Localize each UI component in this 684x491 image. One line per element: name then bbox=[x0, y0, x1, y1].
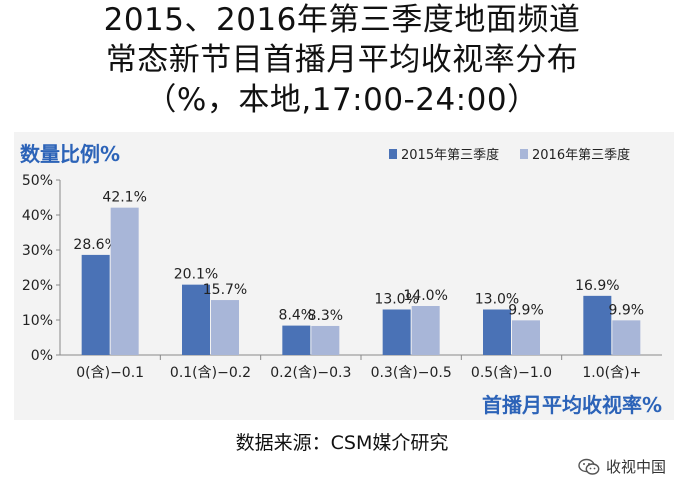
bar-2015 bbox=[382, 309, 411, 355]
x-axis-label: 首播月平均收视率% bbox=[482, 393, 662, 417]
x-tick-label: 0.2(含)−0.3 bbox=[270, 365, 351, 381]
title-line-1: 2015、2016年第三季度地面频道 bbox=[103, 2, 581, 38]
bar-2016 bbox=[411, 306, 440, 355]
y-tick-label: 20% bbox=[22, 278, 53, 294]
bar-2016 bbox=[110, 207, 139, 355]
wechat-icon bbox=[578, 458, 600, 475]
bar-2016 bbox=[311, 325, 340, 355]
data-label: 14.0% bbox=[403, 288, 447, 304]
y-axis-label: 数量比例% bbox=[20, 142, 120, 166]
data-label: 13.0% bbox=[374, 292, 418, 308]
source-note: 数据来源：CSM媒介研究 bbox=[235, 432, 449, 454]
title-line-3: （%，本地,17:00-24:00） bbox=[145, 82, 539, 118]
legend-swatch-1 bbox=[389, 149, 397, 159]
watermark-text: 收视中国 bbox=[605, 458, 666, 476]
chart-panel: 数量比例% 2015年第三季度 2016年第三季度 0% 10% 20% 30% 40% 50%… bbox=[14, 132, 674, 420]
watermark: 收视中国 bbox=[578, 456, 666, 477]
bar-2015 bbox=[583, 295, 612, 355]
data-label: 8.4% bbox=[279, 308, 315, 324]
y-tick-label: 40% bbox=[22, 208, 53, 224]
bar-2016 bbox=[612, 320, 641, 355]
data-label: 15.7% bbox=[203, 282, 247, 298]
chart-title: 2015、2016年第三季度地面频道 常态新节目首播月平均收视率分布 （%，本地… bbox=[0, 0, 684, 120]
data-label: 28.6% bbox=[73, 237, 117, 253]
data-label: 16.9% bbox=[575, 278, 619, 294]
bar-chart: 数量比例% 2015年第三季度 2016年第三季度 0% 10% 20% 30% 40% 50%… bbox=[20, 142, 662, 417]
data-label: 9.9% bbox=[508, 302, 544, 318]
legend-swatch-2 bbox=[520, 149, 528, 159]
bar-2015 bbox=[282, 325, 311, 355]
y-tick-label: 10% bbox=[22, 313, 53, 329]
data-label: 8.3% bbox=[308, 308, 344, 324]
bar-2015 bbox=[483, 309, 511, 355]
data-label: 20.1% bbox=[174, 267, 218, 283]
data-label: 13.0% bbox=[475, 292, 519, 308]
x-tick-label: 0.1(含)−0.2 bbox=[170, 365, 251, 381]
data-label: 42.1% bbox=[102, 190, 146, 206]
x-tick-label: 1.0(含)+ bbox=[582, 365, 641, 381]
bar-2016 bbox=[512, 320, 540, 355]
title-line-2: 常态新节目首播月平均收视率分布 bbox=[105, 42, 579, 78]
x-tick-label: 0.5(含)−1.0 bbox=[471, 365, 552, 381]
bar-2015 bbox=[81, 254, 110, 355]
data-label: 9.9% bbox=[609, 302, 645, 318]
y-tick-label: 0% bbox=[31, 348, 53, 364]
x-tick-label: 0(含)−0.1 bbox=[76, 365, 144, 381]
bar-2016 bbox=[211, 300, 239, 355]
bar-2015 bbox=[182, 284, 210, 355]
legend-label-1: 2015年第三季度 bbox=[401, 147, 499, 163]
y-tick-label: 50% bbox=[22, 173, 53, 189]
y-tick-label: 30% bbox=[22, 243, 53, 259]
legend-label-2: 2016年第三季度 bbox=[532, 147, 630, 163]
x-tick-label: 0.3(含)−0.5 bbox=[371, 365, 452, 381]
